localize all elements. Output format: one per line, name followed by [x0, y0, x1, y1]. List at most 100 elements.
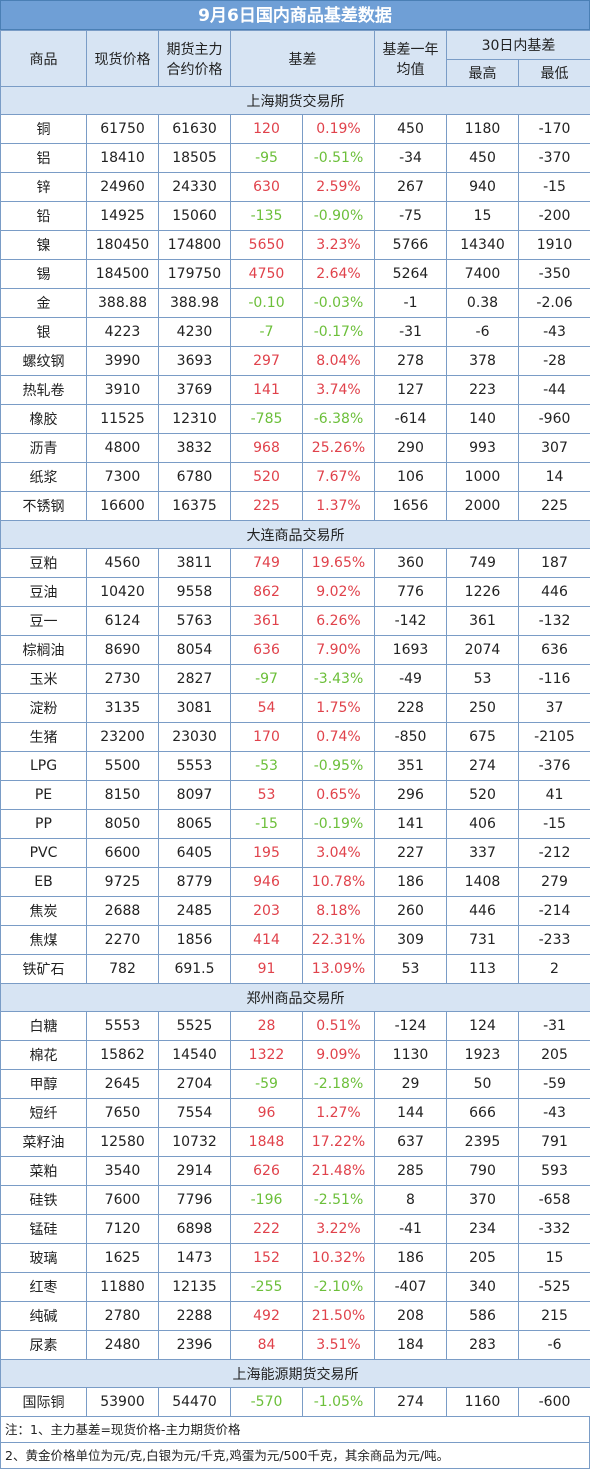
table-row: 硅铁 7600 7796 -196 -2.51% 8 370 -658 — [0, 1185, 590, 1215]
basis-percent-cell: 10.78% — [302, 867, 375, 897]
commodity-cell: 菜籽油 — [0, 1127, 87, 1157]
basis-percent-cell: 17.22% — [302, 1127, 375, 1157]
header-30day-range: 30日内基差 — [445, 30, 590, 60]
low-cell: 446 — [517, 577, 590, 607]
table-row: 橡胶 11525 12310 -785 -6.38% -614 140 -960 — [0, 404, 590, 434]
table-row: 豆粕 4560 3811 749 19.65% 360 749 187 — [0, 548, 590, 578]
low-cell: -525 — [517, 1272, 590, 1302]
table-row: 豆一 6124 5763 361 6.26% -142 361 -132 — [0, 606, 590, 636]
basis-value-cell: 946 — [230, 867, 303, 897]
basis-value-cell: 91 — [230, 954, 303, 984]
spot-price-cell: 11525 — [86, 404, 159, 434]
commodity-cell: 金 — [0, 288, 87, 318]
annual-average-cell: -614 — [374, 404, 447, 434]
high-cell: 731 — [446, 925, 519, 955]
commodity-cell: 菜粕 — [0, 1156, 87, 1186]
low-cell: -376 — [517, 751, 590, 781]
low-cell: -132 — [517, 606, 590, 636]
spot-price-cell: 53900 — [86, 1387, 159, 1417]
basis-percent-cell: 6.26% — [302, 606, 375, 636]
futures-price-cell: 2485 — [158, 896, 231, 926]
futures-price-cell: 6780 — [158, 462, 231, 492]
basis-percent-cell: 3.23% — [302, 230, 375, 260]
low-cell: -212 — [517, 838, 590, 868]
table-row: 不锈钢 16600 16375 225 1.37% 1656 2000 225 — [0, 491, 590, 521]
basis-value-cell: 862 — [230, 577, 303, 607]
spot-price-cell: 15862 — [86, 1040, 159, 1070]
spot-price-cell: 10420 — [86, 577, 159, 607]
annual-average-cell: 309 — [374, 925, 447, 955]
high-cell: 446 — [446, 896, 519, 926]
table-row: 铝 18410 18505 -95 -0.51% -34 450 -370 — [0, 143, 590, 173]
commodity-cell: 硅铁 — [0, 1185, 87, 1215]
high-cell: 223 — [446, 375, 519, 405]
low-cell: 41 — [517, 780, 590, 810]
basis-value-cell: 54 — [230, 693, 303, 723]
spot-price-cell: 5500 — [86, 751, 159, 781]
spot-price-cell: 2270 — [86, 925, 159, 955]
table-row: 玻璃 1625 1473 152 10.32% 186 205 15 — [0, 1243, 590, 1273]
futures-price-cell: 8097 — [158, 780, 231, 810]
high-cell: 113 — [446, 954, 519, 984]
spot-price-cell: 24960 — [86, 172, 159, 202]
table-row: 焦煤 2270 1856 414 22.31% 309 731 -233 — [0, 925, 590, 955]
table-body: 上海期货交易所铜 61750 61630 120 0.19% 450 1180 -170 铝 18… — [0, 86, 590, 1417]
commodity-cell: 铝 — [0, 143, 87, 173]
spot-price-cell: 782 — [86, 954, 159, 984]
annual-average-cell: 637 — [374, 1127, 447, 1157]
basis-value-cell: 520 — [230, 462, 303, 492]
low-cell: -31 — [517, 1011, 590, 1041]
basis-value-cell: 626 — [230, 1156, 303, 1186]
table-row: 尿素 2480 2396 84 3.51% 184 283 -6 — [0, 1330, 590, 1360]
annual-average-cell: -142 — [374, 606, 447, 636]
spot-price-cell: 3910 — [86, 375, 159, 405]
commodity-cell: 焦炭 — [0, 896, 87, 926]
spot-price-cell: 3135 — [86, 693, 159, 723]
commodity-cell: 银 — [0, 317, 87, 347]
high-cell: 50 — [446, 1069, 519, 1099]
basis-percent-cell: 2.59% — [302, 172, 375, 202]
annual-average-cell: 5766 — [374, 230, 447, 260]
high-cell: 993 — [446, 433, 519, 463]
basis-percent-cell: -0.17% — [302, 317, 375, 347]
low-cell: -170 — [517, 114, 590, 144]
high-cell: 666 — [446, 1098, 519, 1128]
futures-price-cell: 2704 — [158, 1069, 231, 1099]
annual-average-cell: 278 — [374, 346, 447, 376]
annual-average-cell: 228 — [374, 693, 447, 723]
basis-value-cell: 4750 — [230, 259, 303, 289]
basis-value-cell: 195 — [230, 838, 303, 868]
high-cell: 53 — [446, 664, 519, 694]
basis-percent-cell: 1.27% — [302, 1098, 375, 1128]
spot-price-cell: 6124 — [86, 606, 159, 636]
commodity-cell: PE — [0, 780, 87, 810]
commodity-cell: 棕榈油 — [0, 635, 87, 665]
futures-price-cell: 2396 — [158, 1330, 231, 1360]
low-cell: 215 — [517, 1301, 590, 1331]
basis-value-cell: 968 — [230, 433, 303, 463]
table-row: 焦炭 2688 2485 203 8.18% 260 446 -214 — [0, 896, 590, 926]
high-cell: 140 — [446, 404, 519, 434]
spot-price-cell: 180450 — [86, 230, 159, 260]
basis-value-cell: -785 — [230, 404, 303, 434]
commodity-cell: 豆一 — [0, 606, 87, 636]
spot-price-cell: 2780 — [86, 1301, 159, 1331]
spot-price-cell: 4560 — [86, 548, 159, 578]
low-cell: -59 — [517, 1069, 590, 1099]
spot-price-cell: 2480 — [86, 1330, 159, 1360]
header-futures-line2: 合约价格 — [166, 61, 223, 78]
page-title: 9月6日国内商品基差数据 — [0, 0, 590, 30]
basis-percent-cell: -0.19% — [302, 809, 375, 839]
basis-percent-cell: 0.74% — [302, 722, 375, 752]
annual-average-cell: -49 — [374, 664, 447, 694]
annual-average-cell: -850 — [374, 722, 447, 752]
annual-average-cell: -41 — [374, 1214, 447, 1244]
table-row: 纯碱 2780 2288 492 21.50% 208 586 215 — [0, 1301, 590, 1331]
basis-percent-cell: 25.26% — [302, 433, 375, 463]
annual-average-cell: 127 — [374, 375, 447, 405]
commodity-cell: 短纤 — [0, 1098, 87, 1128]
basis-percent-cell: 19.65% — [302, 548, 375, 578]
header-futures-line1: 期货主力 — [166, 41, 223, 58]
high-cell: 450 — [446, 143, 519, 173]
